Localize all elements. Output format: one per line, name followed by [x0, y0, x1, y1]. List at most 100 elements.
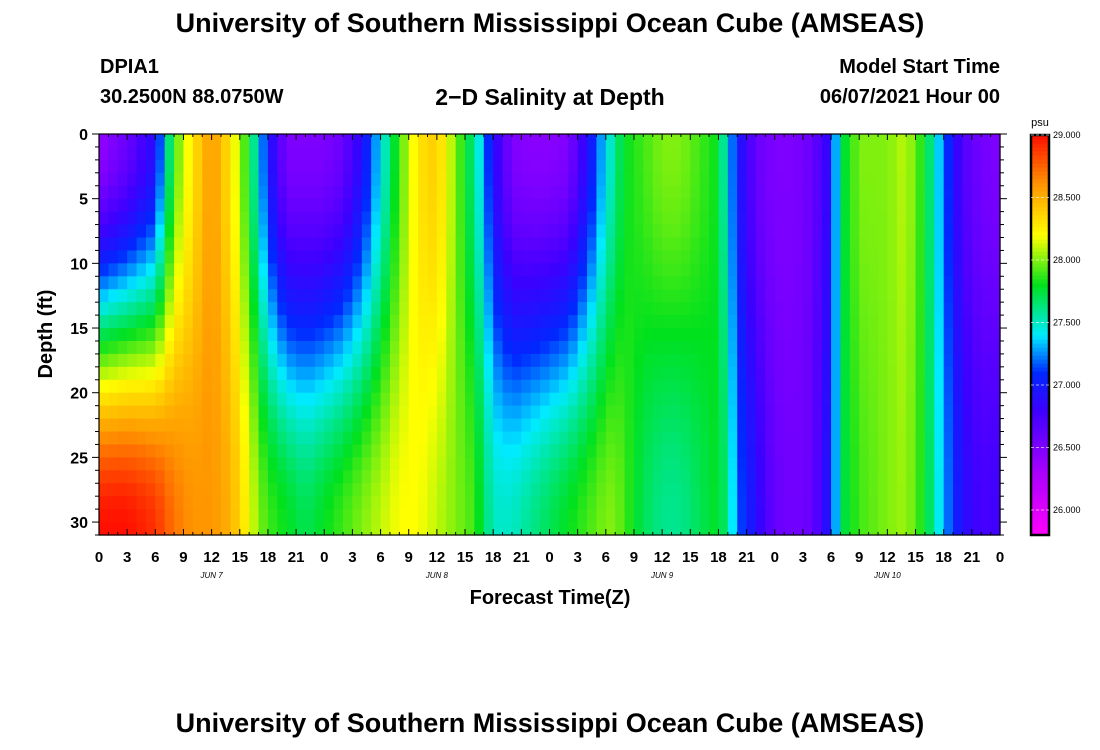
- heatmap-cell: [211, 172, 222, 187]
- heatmap-cell: [849, 134, 860, 148]
- heatmap-cell: [568, 418, 579, 433]
- heatmap-cell: [971, 379, 982, 394]
- heatmap-cell: [239, 392, 250, 407]
- heatmap-cell: [333, 405, 344, 420]
- heatmap-cell: [389, 185, 400, 200]
- heatmap-cell: [483, 172, 494, 187]
- x-tick-label: 0: [996, 549, 1004, 566]
- heatmap-cell: [887, 263, 898, 277]
- heatmap-cell: [258, 237, 269, 252]
- heatmap-cell: [127, 470, 138, 484]
- heatmap-cell: [446, 134, 457, 148]
- heatmap-cell: [633, 237, 644, 252]
- heatmap-cell: [680, 263, 691, 277]
- heatmap-cell: [709, 522, 720, 536]
- heatmap-cell: [662, 418, 673, 433]
- heatmap-cell: [962, 457, 973, 471]
- heatmap-cell: [249, 483, 260, 497]
- heatmap-cell: [812, 483, 823, 497]
- heatmap-cell: [793, 134, 804, 148]
- heatmap-cell: [239, 211, 250, 226]
- heatmap-cell: [502, 340, 513, 355]
- heatmap-cell: [887, 496, 898, 510]
- heatmap-cell: [802, 211, 813, 226]
- heatmap-cell: [474, 457, 485, 471]
- heatmap-cell: [277, 457, 288, 471]
- heatmap-cell: [239, 302, 250, 316]
- heatmap-cell: [746, 379, 757, 394]
- heatmap-cell: [211, 315, 222, 329]
- heatmap-cell: [483, 353, 494, 368]
- heatmap-cell: [784, 159, 795, 174]
- heatmap-cell: [840, 237, 851, 252]
- heatmap-cell: [117, 263, 128, 277]
- heatmap-cell: [633, 289, 644, 303]
- heatmap-cell: [418, 302, 429, 316]
- heatmap-cell: [549, 146, 560, 161]
- heatmap-cell: [624, 522, 635, 536]
- heatmap-cell: [465, 250, 476, 264]
- heatmap-cell: [812, 185, 823, 200]
- heatmap-cell: [183, 276, 194, 290]
- heatmap-cell: [305, 483, 316, 497]
- heatmap-cell: [859, 276, 870, 290]
- heatmap-cell: [624, 340, 635, 355]
- heatmap-cell: [427, 302, 438, 316]
- heatmap-cell: [877, 198, 888, 213]
- heatmap-cell: [699, 263, 710, 277]
- heatmap-cell: [540, 340, 551, 355]
- heatmap-cell: [286, 263, 297, 277]
- heatmap-cell: [483, 134, 494, 148]
- heatmap-cell: [399, 405, 410, 420]
- heatmap-cell: [277, 496, 288, 510]
- heatmap-cell: [831, 431, 842, 446]
- heatmap-cell: [530, 250, 541, 264]
- heatmap-cell: [680, 444, 691, 458]
- heatmap-cell: [324, 328, 335, 342]
- heatmap-cell: [784, 289, 795, 303]
- heatmap-cell: [699, 250, 710, 264]
- heatmap-cell: [267, 379, 278, 394]
- colorbar-tick-label: 26.500: [1053, 443, 1081, 453]
- heatmap-cell: [296, 302, 307, 316]
- heatmap-cell: [906, 431, 917, 446]
- heatmap-cell: [136, 328, 147, 342]
- heatmap-cell: [493, 496, 504, 510]
- heatmap-cell: [192, 509, 203, 523]
- heatmap-cell: [361, 509, 372, 523]
- heatmap-cell: [962, 366, 973, 381]
- heatmap-cell: [859, 457, 870, 471]
- heatmap-cell: [127, 418, 138, 433]
- heatmap-cell: [737, 159, 748, 174]
- heatmap-cell: [793, 211, 804, 226]
- heatmap-cell: [333, 457, 344, 471]
- heatmap-cell: [953, 237, 964, 252]
- heatmap-cell: [343, 340, 354, 355]
- heatmap-cell: [249, 134, 260, 148]
- heatmap-cell: [183, 366, 194, 381]
- heatmap-cell: [718, 522, 729, 536]
- heatmap-cell: [305, 211, 316, 226]
- heatmap-cell: [127, 379, 138, 394]
- heatmap-cell: [249, 470, 260, 484]
- colorbar-segment: [1031, 327, 1049, 332]
- heatmap-cell: [699, 315, 710, 329]
- heatmap-cell: [981, 146, 992, 161]
- heatmap-cell: [849, 470, 860, 484]
- heatmap-cell: [943, 289, 954, 303]
- heatmap-cell: [624, 237, 635, 252]
- heatmap-cell: [530, 470, 541, 484]
- heatmap-cell: [577, 237, 588, 252]
- heatmap-cell: [249, 263, 260, 277]
- heatmap-cell: [709, 340, 720, 355]
- heatmap-cell: [877, 483, 888, 497]
- heatmap-cell: [962, 405, 973, 420]
- heatmap-cell: [990, 315, 1001, 329]
- heatmap-cell: [718, 134, 729, 148]
- heatmap-cell: [943, 457, 954, 471]
- heatmap-cell: [643, 237, 654, 252]
- heatmap-cell: [277, 340, 288, 355]
- heatmap-cell: [943, 237, 954, 252]
- heatmap-cell: [371, 302, 382, 316]
- heatmap-cell: [230, 302, 241, 316]
